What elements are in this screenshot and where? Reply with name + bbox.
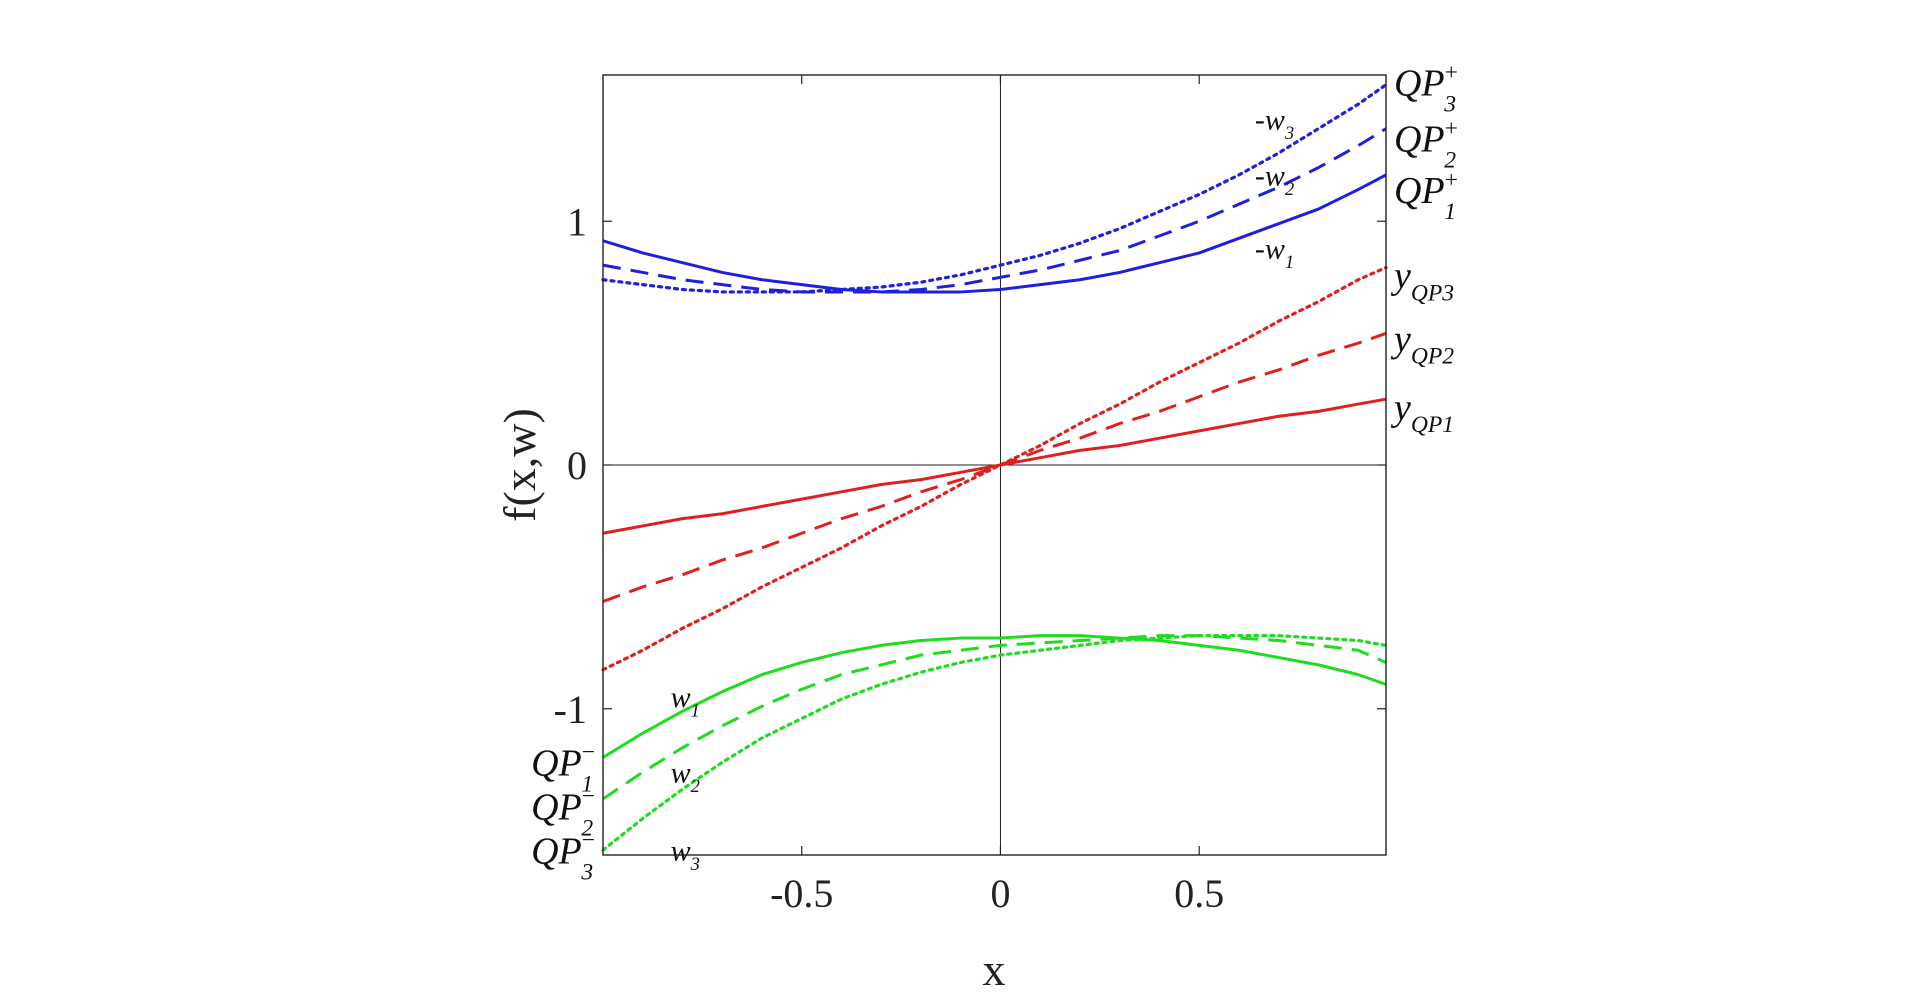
- annotation-neg-w-label-3: -w3: [1255, 103, 1294, 144]
- annotation-upper-label-1: QP+ 1: [1394, 167, 1458, 225]
- y-tick-label: 1: [567, 199, 587, 244]
- annotation-upper-label-3: QP+ 3: [1394, 60, 1458, 118]
- x-tick-label: -0.5: [770, 871, 833, 916]
- annotation-lower-label-2: QP− 2: [531, 784, 595, 842]
- series-line-qp1-minus: [602, 634, 1387, 759]
- y-axis-label: f(x,w): [494, 408, 545, 522]
- annotation-neg-w-label-1: -w1: [1255, 233, 1294, 274]
- series-line-yqp3: [601, 265, 1388, 672]
- annotation-layer: QP+ 3QP+ 2QP+ 1 yQP3 yQP2 yQP1 -w3 -w2 -w1 w1 w2 w3 Q…: [531, 60, 1458, 886]
- x-tick-label: 0: [990, 871, 1010, 916]
- series-line-qp1-minusplus: [602, 173, 1387, 294]
- annotation-lower-label-3: QP− 3: [531, 827, 595, 885]
- y-tick-label: 0: [567, 443, 587, 488]
- annotation-w-label-2: w2: [671, 757, 700, 798]
- ticks-layer: -0.5 0 0.5 -1 0 1: [554, 75, 1386, 916]
- annotation-upper-label-2: QP+ 2: [1394, 116, 1458, 174]
- annotation-y-label-2: yQP2: [1390, 319, 1454, 370]
- x-tick-label: 0.5: [1174, 871, 1224, 916]
- series-line-qp3-minusplus: [601, 83, 1388, 294]
- series-line-qp3-minus: [601, 634, 1388, 852]
- series-line-qp2-minus: [602, 634, 1387, 801]
- annotation-lower-label-1: QP− 1: [531, 740, 595, 798]
- series-line-qp2-minusplus: [602, 127, 1387, 294]
- x-axis-label: x: [983, 944, 1006, 995]
- annotation-w-label-3: w3: [671, 835, 700, 876]
- annotation-y-label-3: yQP3: [1390, 255, 1454, 306]
- series-layer: [601, 83, 1388, 852]
- y-tick-label: -1: [554, 687, 587, 732]
- annotation-w-label-1: w1: [671, 681, 700, 722]
- annotation-neg-w-label-2: -w2: [1255, 159, 1294, 200]
- annotation-y-label-1: yQP1: [1390, 387, 1454, 438]
